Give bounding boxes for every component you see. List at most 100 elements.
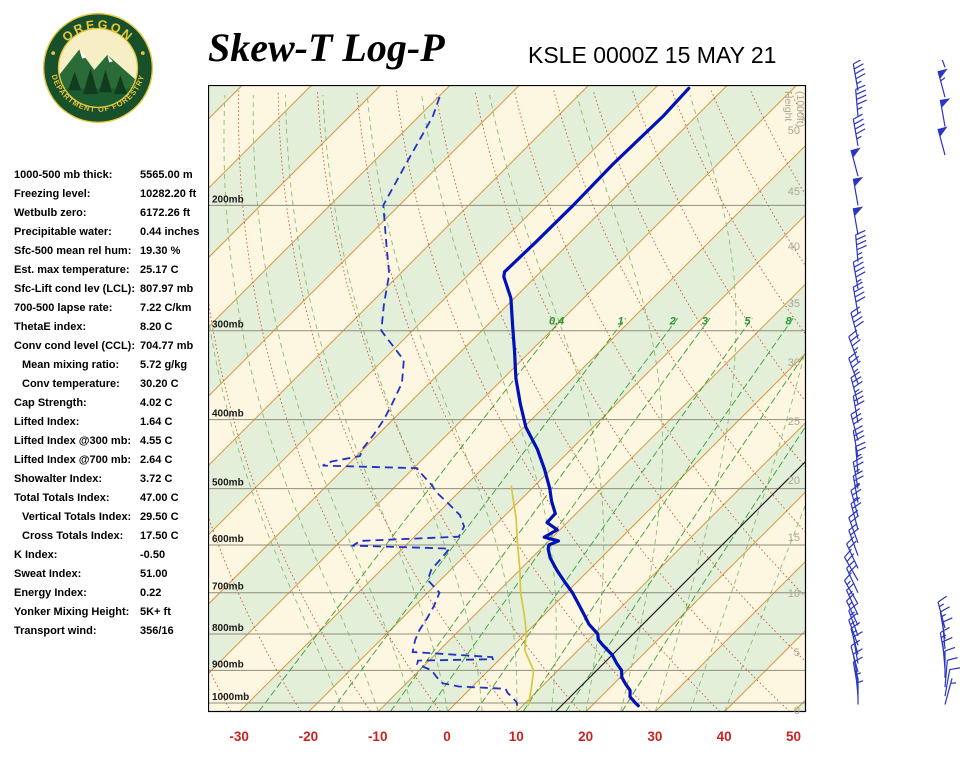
index-label: Cross Totals Index: (22, 530, 124, 542)
isotherm-band (208, 85, 806, 712)
index-value: 1.64 C (140, 416, 173, 428)
temp-tick-label: -20 (299, 729, 319, 744)
mixing-ratio-line (475, 317, 753, 712)
height-tick-label: 15 (788, 532, 800, 544)
wind-barb-icon (937, 126, 948, 156)
temp-tick-label: -10 (368, 729, 388, 744)
wind-barb-icon (850, 147, 861, 177)
station-datetime: KSLE 0000Z 15 MAY 21 (528, 42, 777, 68)
index-value: 4.02 C (140, 397, 173, 409)
temp-tick-label: 40 (717, 729, 732, 744)
moist-adiabat-line (223, 94, 379, 712)
index-row: Yonker Mixing Height: 5K+ ft (14, 603, 214, 622)
index-label: Mean mixing ratio: (22, 359, 120, 371)
reference-isotherm-line (554, 460, 806, 712)
index-value: 4.55 C (140, 435, 173, 447)
wind-barb-icon (941, 60, 946, 68)
index-value: 356/16 (140, 625, 174, 637)
wind-barb-columns (843, 60, 960, 705)
index-label: Lifted Index: (14, 416, 80, 428)
index-row: Cross Totals Index: 17.50 C (14, 527, 214, 546)
moist-adiabat-line (421, 94, 557, 712)
index-value: 807.97 mb (140, 283, 194, 295)
wind-barb-icon (852, 206, 864, 235)
index-row: Conv temperature: 30.20 C (14, 375, 214, 394)
wind-barb-icon (846, 582, 859, 616)
index-label: K Index: (14, 549, 58, 561)
isotherm-line (208, 85, 728, 606)
wind-barb-icon (848, 612, 859, 646)
odf-logo: OREGON DEPARTMENT OF FORESTRY (42, 12, 154, 124)
moist-adiabat-line (689, 345, 806, 712)
index-value: 7.22 C/km (140, 302, 192, 314)
mixing-ratio-label: 3 (702, 316, 708, 328)
index-label: Est. max temperature: (14, 264, 130, 276)
indices-panel: 1000-500 mb thick: 5565.00 m Freezing leve… (14, 166, 214, 641)
mixing-ratio-line (621, 425, 806, 712)
wind-barb-icon (843, 572, 859, 605)
index-label: Sfc-500 mean rel hum: (14, 245, 132, 257)
moist-adiabat-line (366, 94, 518, 712)
mixing-ratio-label: 1 (617, 316, 623, 328)
dry-adiabat-line (474, 90, 806, 663)
skewt-plot-area: 0.4 1 2 3 5 8 (208, 85, 806, 712)
index-label: Showalter Index: (14, 473, 103, 485)
index-value: 5.72 g/kg (140, 359, 188, 371)
index-row: Lifted Index: 1.64 C (14, 413, 214, 432)
index-value: 25.17 C (140, 264, 179, 276)
wind-barb-icon (855, 229, 867, 262)
isotherm-line (446, 352, 806, 712)
index-value: 17.50 C (140, 530, 179, 542)
logo-mountain-scene-icon (59, 29, 137, 107)
wind-barb-icon (937, 68, 948, 98)
index-row: Total Totals Index: 47.00 C (14, 489, 214, 508)
wind-barb-icon (855, 84, 867, 117)
dry-adiabat-line (356, 90, 651, 712)
chart-border (208, 85, 807, 713)
index-value: -0.50 (140, 549, 166, 561)
index-label: Cap Strength: (14, 397, 87, 409)
index-row: 1000-500 mb thick: 5565.00 m (14, 166, 214, 185)
index-label: Lifted Index @300 mb: (14, 435, 132, 447)
wind-barb-icon (852, 281, 866, 314)
index-value: 6172.26 ft (140, 207, 191, 219)
index-row: Sweat Index: 51.00 (14, 565, 214, 584)
index-value: 0.44 inches (140, 226, 200, 238)
index-value: 5K+ ft (140, 606, 171, 618)
pressure-label: 400mb (212, 409, 244, 420)
mixing-ratio-label: 8 (785, 316, 792, 328)
index-row: Est. max temperature: 25.17 C (14, 261, 214, 280)
index-row: Conv cond level (CCL): 704.77 mb (14, 337, 214, 356)
index-value: 10282.20 ft (140, 188, 197, 200)
index-row: K Index: -0.50 (14, 546, 214, 565)
height-tick-label: 40 (788, 241, 800, 253)
height-tick-label: 50 (788, 125, 800, 137)
mixing-ratio-line (258, 317, 563, 712)
index-row: 700-500 lapse rate: 7.22 C/km (14, 299, 214, 318)
wind-barb-icon (850, 497, 862, 530)
pressure-label: 300mb (212, 320, 244, 331)
index-label: Lifted Index @700 mb: (14, 454, 132, 466)
wind-barb-icon (939, 98, 951, 127)
height-tick-label: 30 (788, 357, 800, 369)
index-value: 704.77 mb (140, 340, 194, 352)
index-row: Sfc-Lift cond lev (LCL): 807.97 mb (14, 280, 214, 299)
wind-barb-icon (944, 678, 957, 705)
mixing-ratio-line (330, 317, 627, 712)
height-tick-label: 35 (788, 298, 800, 310)
temp-tick-label: 50 (786, 729, 801, 744)
index-value: 2.64 C (140, 454, 173, 466)
index-label: Sfc-Lift cond lev (LCL): (14, 283, 135, 295)
wind-barb-icon (857, 677, 864, 705)
dry-adiabat-line (553, 90, 806, 534)
mixing-ratio-label: 0.4 (549, 316, 564, 328)
index-label: Conv cond level (CCL): (14, 340, 136, 352)
height-tick-label: 45 (788, 186, 800, 198)
index-label: Wetbulb zero: (14, 207, 87, 219)
index-value: 0.22 (140, 587, 162, 599)
height-tick-label: 5 (794, 647, 800, 659)
index-row: Sfc-500 mean rel hum: 19.30 % (14, 242, 214, 261)
wind-barb-icon (852, 470, 864, 503)
index-label: Yonker Mixing Height: (14, 606, 130, 618)
